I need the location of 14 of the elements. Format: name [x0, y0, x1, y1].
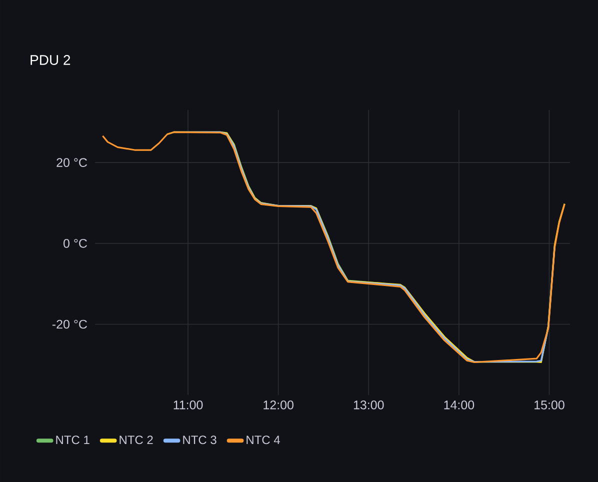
legend-label: NTC 1 — [56, 436, 90, 444]
x-tick-label: 15:00 — [534, 400, 564, 410]
x-tick-label: 11:00 — [174, 400, 203, 410]
legend-label: NTC 4 — [246, 436, 280, 444]
y-tick-label: 0 °C — [64, 238, 87, 248]
y-tick-label: -20 °C — [52, 320, 87, 329]
x-tick-label: 12:00 — [264, 400, 294, 410]
line-series — [102, 131, 566, 364]
y-tick-label: 20 °C — [56, 158, 87, 167]
x-tick-label: 14:00 — [444, 400, 474, 410]
chart-title: PDU 2 — [30, 55, 70, 65]
legend-label: NTC 3 — [183, 436, 216, 444]
legend-label: NTC 2 — [120, 436, 153, 444]
x-tick-label: 13:00 — [354, 400, 384, 410]
